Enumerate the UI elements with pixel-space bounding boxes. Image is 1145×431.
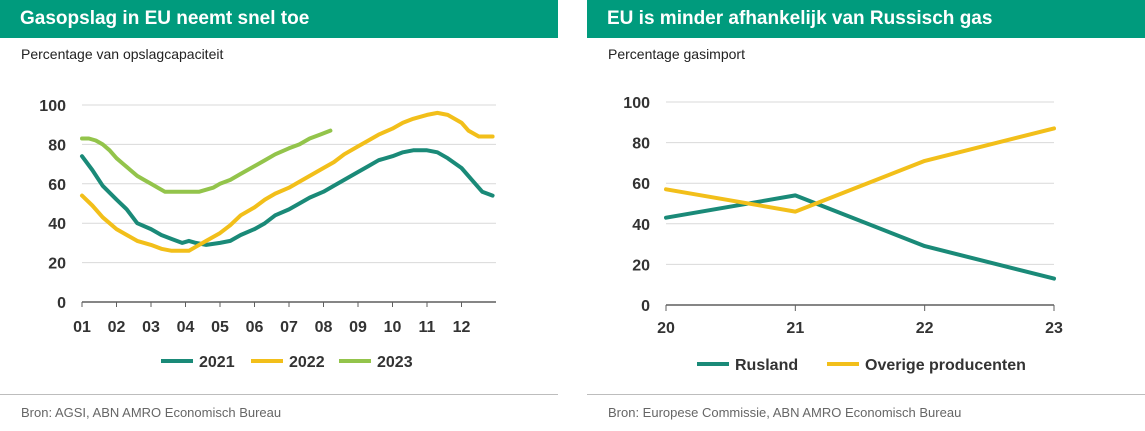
series-line-2021 (80, 148, 495, 247)
legend-label: 2023 (377, 354, 413, 371)
series-line-rusland (664, 193, 1056, 281)
x-tick-label: 05 (211, 319, 229, 336)
right-title-bar: EU is minder afhankelijk van Russisch ga… (587, 0, 1145, 38)
x-tick-label: 08 (315, 319, 333, 336)
right-footer-divider (587, 394, 1145, 395)
series-line-overige-producenten (664, 126, 1056, 214)
series-line-2023 (80, 128, 333, 194)
right-source-note: Bron: Europese Commissie, ABN AMRO Econo… (608, 405, 962, 420)
x-tick-label: 20 (657, 320, 675, 337)
left-source-note: Bron: AGSI, ABN AMRO Economisch Bureau (21, 405, 282, 420)
y-tick-label: 60 (48, 177, 66, 194)
x-tick-label: 09 (349, 319, 367, 336)
gas-import-chart: 0 20 40 60 80 100 20 21 22 23 Rusland Overige produ… (623, 95, 1063, 374)
right-chart-panel: EU is minder afhankelijk van Russisch ga… (587, 0, 1145, 431)
series-line-2022 (80, 110, 495, 253)
left-chart-title: Gasopslag in EU neemt snel toe (20, 8, 310, 29)
x-tick-label: 11 (419, 319, 436, 336)
x-tick-label: 12 (453, 319, 471, 336)
gas-storage-chart: 0 20 40 60 80 100 01 02 03 04 05 06 07 08 09 10 11 12 2021… (39, 98, 496, 371)
right-chart-subtitle: Percentage gasimport (608, 46, 745, 62)
y-tick-label: 0 (57, 295, 66, 312)
legend-label: Overige producenten (865, 357, 1026, 374)
x-tick-label: 01 (73, 319, 91, 336)
y-tick-label: 80 (48, 137, 66, 154)
x-tick-label: 02 (108, 319, 126, 336)
x-tick-label: 21 (786, 320, 804, 337)
y-tick-label: 20 (48, 256, 66, 273)
y-tick-label: 100 (39, 98, 66, 115)
x-tick-label: 22 (916, 320, 934, 337)
x-tick-label: 10 (384, 319, 402, 336)
y-tick-label: 20 (632, 257, 650, 274)
right-chart-title: EU is minder afhankelijk van Russisch ga… (607, 8, 993, 29)
y-tick-label: 60 (632, 176, 650, 193)
legend-label: 2022 (289, 354, 325, 371)
legend-label: 2021 (199, 354, 235, 371)
x-tick-label: 06 (246, 319, 264, 336)
y-tick-label: 100 (623, 95, 650, 112)
left-chart-subtitle: Percentage van opslagcapaciteit (21, 46, 224, 62)
y-tick-label: 40 (48, 216, 66, 233)
x-tick-label: 04 (177, 319, 195, 336)
x-tick-label: 07 (280, 319, 298, 336)
y-tick-label: 0 (641, 298, 650, 315)
y-tick-label: 80 (632, 136, 650, 153)
left-title-bar: Gasopslag in EU neemt snel toe (0, 0, 558, 38)
x-tick-label: 23 (1045, 320, 1063, 337)
x-tick-label: 03 (142, 319, 160, 336)
left-chart-panel: Gasopslag in EU neemt snel toe Percentag… (0, 0, 558, 431)
left-footer-divider (0, 394, 558, 395)
legend-label: Rusland (735, 357, 798, 374)
y-tick-label: 40 (632, 217, 650, 234)
